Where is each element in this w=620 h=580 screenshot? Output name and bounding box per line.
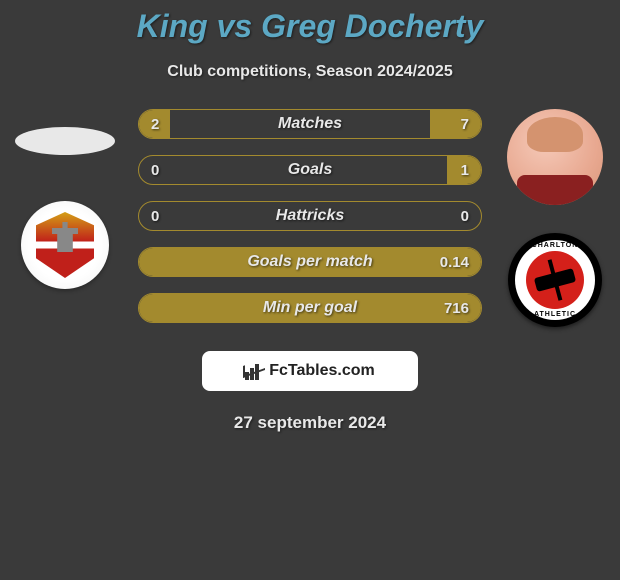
stat-label: Goals xyxy=(288,161,332,179)
stat-value-right: 7 xyxy=(461,116,469,133)
stat-value-left: 0 xyxy=(151,162,159,179)
stat-value-left: 2 xyxy=(151,116,159,133)
brand-text: FcTables.com xyxy=(269,362,375,380)
player-right-photo xyxy=(507,109,603,205)
stat-row: 0 Goals 1 xyxy=(138,155,482,185)
club-crest-icon xyxy=(36,212,94,278)
stat-value-left: 0 xyxy=(151,208,159,225)
stat-label: Goals per match xyxy=(247,253,372,271)
subtitle: Club competitions, Season 2024/2025 xyxy=(0,63,620,81)
club-badge-right: CHARLTON ATHLETIC xyxy=(508,233,602,327)
date-text: 27 september 2024 xyxy=(0,413,620,433)
chart-icon xyxy=(245,362,263,380)
club-ring-icon: CHARLTON ATHLETIC xyxy=(515,240,595,320)
stats-column: 2 Matches 7 0 Goals 1 0 Hattricks 0 Goals per mat… xyxy=(120,109,500,339)
stat-row: 0 Hattricks 0 xyxy=(138,201,482,231)
left-column xyxy=(10,109,120,339)
stat-value-right: 1 xyxy=(461,162,469,179)
stat-label: Min per goal xyxy=(263,299,357,317)
brand-box[interactable]: FcTables.com xyxy=(202,351,418,391)
stat-label: Hattricks xyxy=(276,207,344,225)
right-column: CHARLTON ATHLETIC xyxy=(500,109,610,339)
club-text-bottom: ATHLETIC xyxy=(534,311,576,318)
club-text-top: CHARLTON xyxy=(532,242,579,249)
stat-label: Matches xyxy=(278,115,342,133)
stat-value-right: 716 xyxy=(444,300,469,317)
stat-value-right: 0.14 xyxy=(440,254,469,271)
stat-fill-right xyxy=(430,110,481,138)
club-sword-icon xyxy=(526,251,584,309)
player-left-placeholder xyxy=(15,127,115,155)
content-area: 2 Matches 7 0 Goals 1 0 Hattricks 0 Goals per mat… xyxy=(0,109,620,339)
stat-row: Min per goal 716 xyxy=(138,293,482,323)
page-title: King vs Greg Docherty xyxy=(0,0,620,45)
stat-row: Goals per match 0.14 xyxy=(138,247,482,277)
stat-row: 2 Matches 7 xyxy=(138,109,482,139)
club-badge-left xyxy=(21,201,109,289)
stat-value-right: 0 xyxy=(461,208,469,225)
